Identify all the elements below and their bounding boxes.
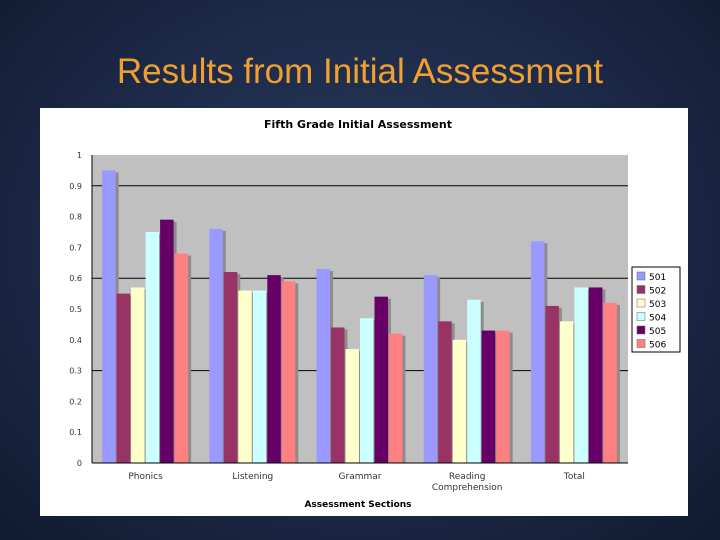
slide-title: Results from Initial Assessment (116, 52, 604, 91)
bar-501 (209, 228, 223, 463)
bar-506 (281, 281, 296, 463)
y-tick-label: 0.1 (69, 428, 82, 437)
x-category-label: Reading (449, 472, 486, 482)
legend-swatch-501 (636, 271, 646, 281)
bar-502 (116, 293, 131, 463)
bar-502 (438, 321, 452, 463)
y-tick-label: 0.5 (69, 305, 82, 314)
legend-swatch-502 (636, 285, 646, 294)
x-category-label: Total (563, 472, 585, 482)
bar-503 (131, 287, 145, 463)
y-tick-label: 0.3 (69, 367, 82, 376)
legend-swatch-505 (636, 325, 646, 335)
bar-506 (603, 302, 617, 463)
legend-label-501: 501 (649, 273, 666, 283)
bar-504 (467, 299, 481, 463)
bar-505 (588, 287, 603, 463)
bar-505 (267, 275, 281, 463)
bar-501 (316, 268, 330, 463)
bar-502 (545, 305, 559, 463)
y-tick-label: 0.9 (69, 182, 82, 191)
x-category-label: Comprehension (432, 483, 503, 493)
bar-chart: Fifth Grade Initial Assessment 0 0.1 0.2 0.3… (69, 118, 681, 510)
y-tick-label: 0 (77, 459, 82, 468)
bar-506 (174, 253, 189, 463)
legend-label-503: 503 (649, 300, 666, 310)
y-tick-label: 1 (77, 151, 82, 160)
legend-label-502: 502 (649, 287, 666, 297)
bar-501 (423, 275, 438, 463)
bar-505 (481, 330, 496, 463)
x-category-label: Listening (232, 472, 273, 482)
bar-502 (223, 272, 238, 463)
bar-503 (452, 339, 467, 463)
bar-505 (160, 219, 174, 463)
chart-title: Fifth Grade Initial Assessment (264, 118, 452, 131)
legend-label-505: 505 (649, 327, 666, 337)
bar-501 (530, 241, 545, 463)
bar-506 (389, 333, 403, 463)
bar-503 (559, 321, 574, 463)
y-tick-label: 0.8 (69, 213, 82, 222)
bar-504 (574, 287, 588, 463)
bar-502 (331, 327, 345, 463)
y-tick-label: 0.4 (69, 336, 82, 345)
legend-label-506: 506 (649, 341, 666, 351)
chart-panel: Fifth Grade Initial Assessment 0 0.1 0.2 0.3… (40, 108, 688, 516)
x-category-label: Grammar (339, 472, 382, 482)
x-category-label: Phonics (128, 472, 163, 482)
bar-503 (238, 290, 252, 463)
legend-swatch-506 (636, 339, 646, 348)
bar-501 (102, 170, 116, 463)
legend-label-504: 504 (649, 314, 666, 324)
legend-box (631, 266, 681, 353)
bar-504 (360, 318, 374, 463)
bar-505 (374, 296, 388, 463)
bar-504 (145, 232, 160, 463)
bar-504 (252, 290, 267, 463)
x-axis-title: Assessment Sections (304, 500, 411, 510)
legend-swatch-503 (636, 298, 646, 308)
y-tick-label: 0.7 (69, 243, 82, 252)
bar-506 (496, 330, 510, 463)
bar-503 (345, 349, 359, 463)
legend-swatch-504 (636, 312, 646, 321)
y-tick-label: 0.2 (69, 397, 82, 406)
y-tick-label: 0.6 (69, 274, 82, 283)
